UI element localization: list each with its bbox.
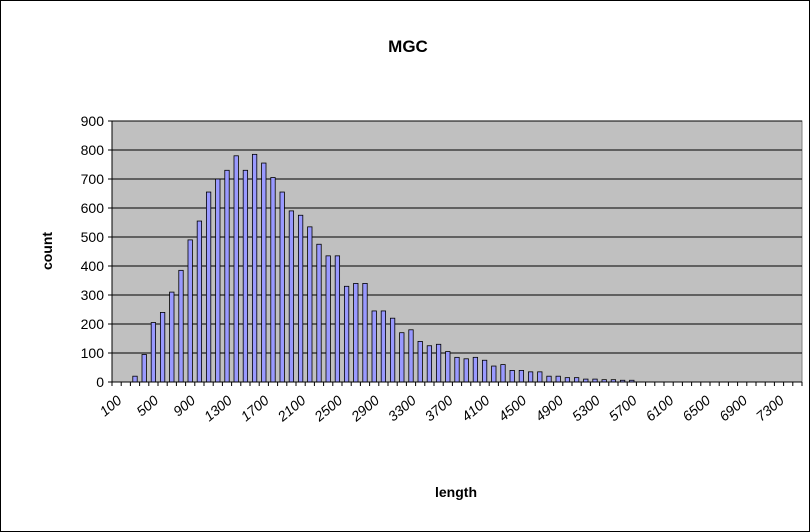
bar <box>288 210 295 383</box>
x-tick-label: 2500 <box>310 392 345 425</box>
bar <box>261 162 267 383</box>
x-tick-label: 6100 <box>642 392 676 424</box>
bar <box>509 369 515 383</box>
bar <box>454 356 460 383</box>
bar <box>297 214 304 383</box>
bar <box>555 375 561 383</box>
bar <box>353 282 359 383</box>
axes <box>108 120 803 386</box>
x-tick-label: 2900 <box>347 392 382 425</box>
x-tick-label: 7300 <box>753 392 787 424</box>
x-tick-label: 5300 <box>569 392 603 424</box>
bar <box>481 359 488 383</box>
bar <box>169 291 175 383</box>
bar <box>334 255 341 383</box>
y-tick-label: 300 <box>81 287 105 303</box>
x-tick-label: 500 <box>133 392 161 419</box>
bar <box>132 375 138 383</box>
bar <box>426 345 433 383</box>
bar <box>362 282 368 383</box>
x-tick-label: 4100 <box>458 392 492 424</box>
y-tick-label: 700 <box>81 171 105 187</box>
bar <box>491 365 497 383</box>
chart-title: MGC <box>388 37 428 56</box>
y-tick-label: 900 <box>81 113 105 129</box>
bar <box>242 169 249 383</box>
bar <box>445 351 451 383</box>
bar <box>325 255 331 383</box>
y-tick-label: 500 <box>81 229 105 245</box>
bar <box>564 377 571 383</box>
x-tick-label: 4900 <box>532 392 566 424</box>
x-tick-label: 900 <box>170 392 198 419</box>
bar <box>270 177 276 383</box>
bar <box>527 371 534 383</box>
x-tick-label: 3300 <box>385 392 419 424</box>
bar <box>380 310 387 383</box>
x-tick-label: 4500 <box>495 392 529 424</box>
x-tick-label: 5700 <box>606 392 640 424</box>
bar <box>472 356 479 383</box>
y-tick-label: 400 <box>81 258 105 274</box>
bar <box>205 191 212 383</box>
bar <box>399 332 405 383</box>
bar <box>389 317 396 383</box>
bar <box>224 169 230 383</box>
bar <box>178 269 184 383</box>
y-tick-label: 100 <box>81 345 105 361</box>
x-tick-label: 1300 <box>201 392 235 424</box>
x-tick-label: 2100 <box>274 392 309 425</box>
y-tick-labels: 0 100 200 300 400 500 600 700 800 900 <box>81 113 105 390</box>
bar <box>518 369 525 383</box>
bar <box>215 178 221 383</box>
y-axis-title: count <box>39 232 55 270</box>
y-tick-label: 0 <box>96 374 104 390</box>
x-tick-label: 100 <box>96 392 124 419</box>
bar <box>279 191 285 383</box>
x-tick-label: 6500 <box>679 392 713 424</box>
x-axis-title: length <box>435 484 477 500</box>
bar <box>187 239 193 383</box>
bar <box>141 354 147 383</box>
bar <box>233 155 239 383</box>
bar <box>343 285 350 383</box>
bar <box>307 226 313 383</box>
bar <box>251 153 258 383</box>
x-tick-labels: 100 500 900 1300 1700 2100 2500 2900 3300 3700 410… <box>96 392 787 425</box>
bar <box>546 375 552 383</box>
bar <box>573 377 580 383</box>
bar <box>435 343 442 383</box>
bar <box>463 358 469 383</box>
x-tick-label: 3700 <box>422 392 456 424</box>
bar <box>537 371 543 383</box>
bar <box>159 311 166 383</box>
x-tick-label: 1700 <box>238 392 272 424</box>
y-tick-label: 600 <box>81 200 105 216</box>
bar <box>408 329 414 383</box>
bars <box>132 153 635 383</box>
bar <box>196 220 203 383</box>
bar <box>316 243 322 383</box>
x-tick-label: 6900 <box>716 392 750 424</box>
y-tick-label: 200 <box>81 316 105 332</box>
y-tick-label: 800 <box>81 142 105 158</box>
bar <box>150 322 157 383</box>
bar <box>371 310 377 383</box>
bar <box>500 364 506 383</box>
bar <box>417 340 423 383</box>
